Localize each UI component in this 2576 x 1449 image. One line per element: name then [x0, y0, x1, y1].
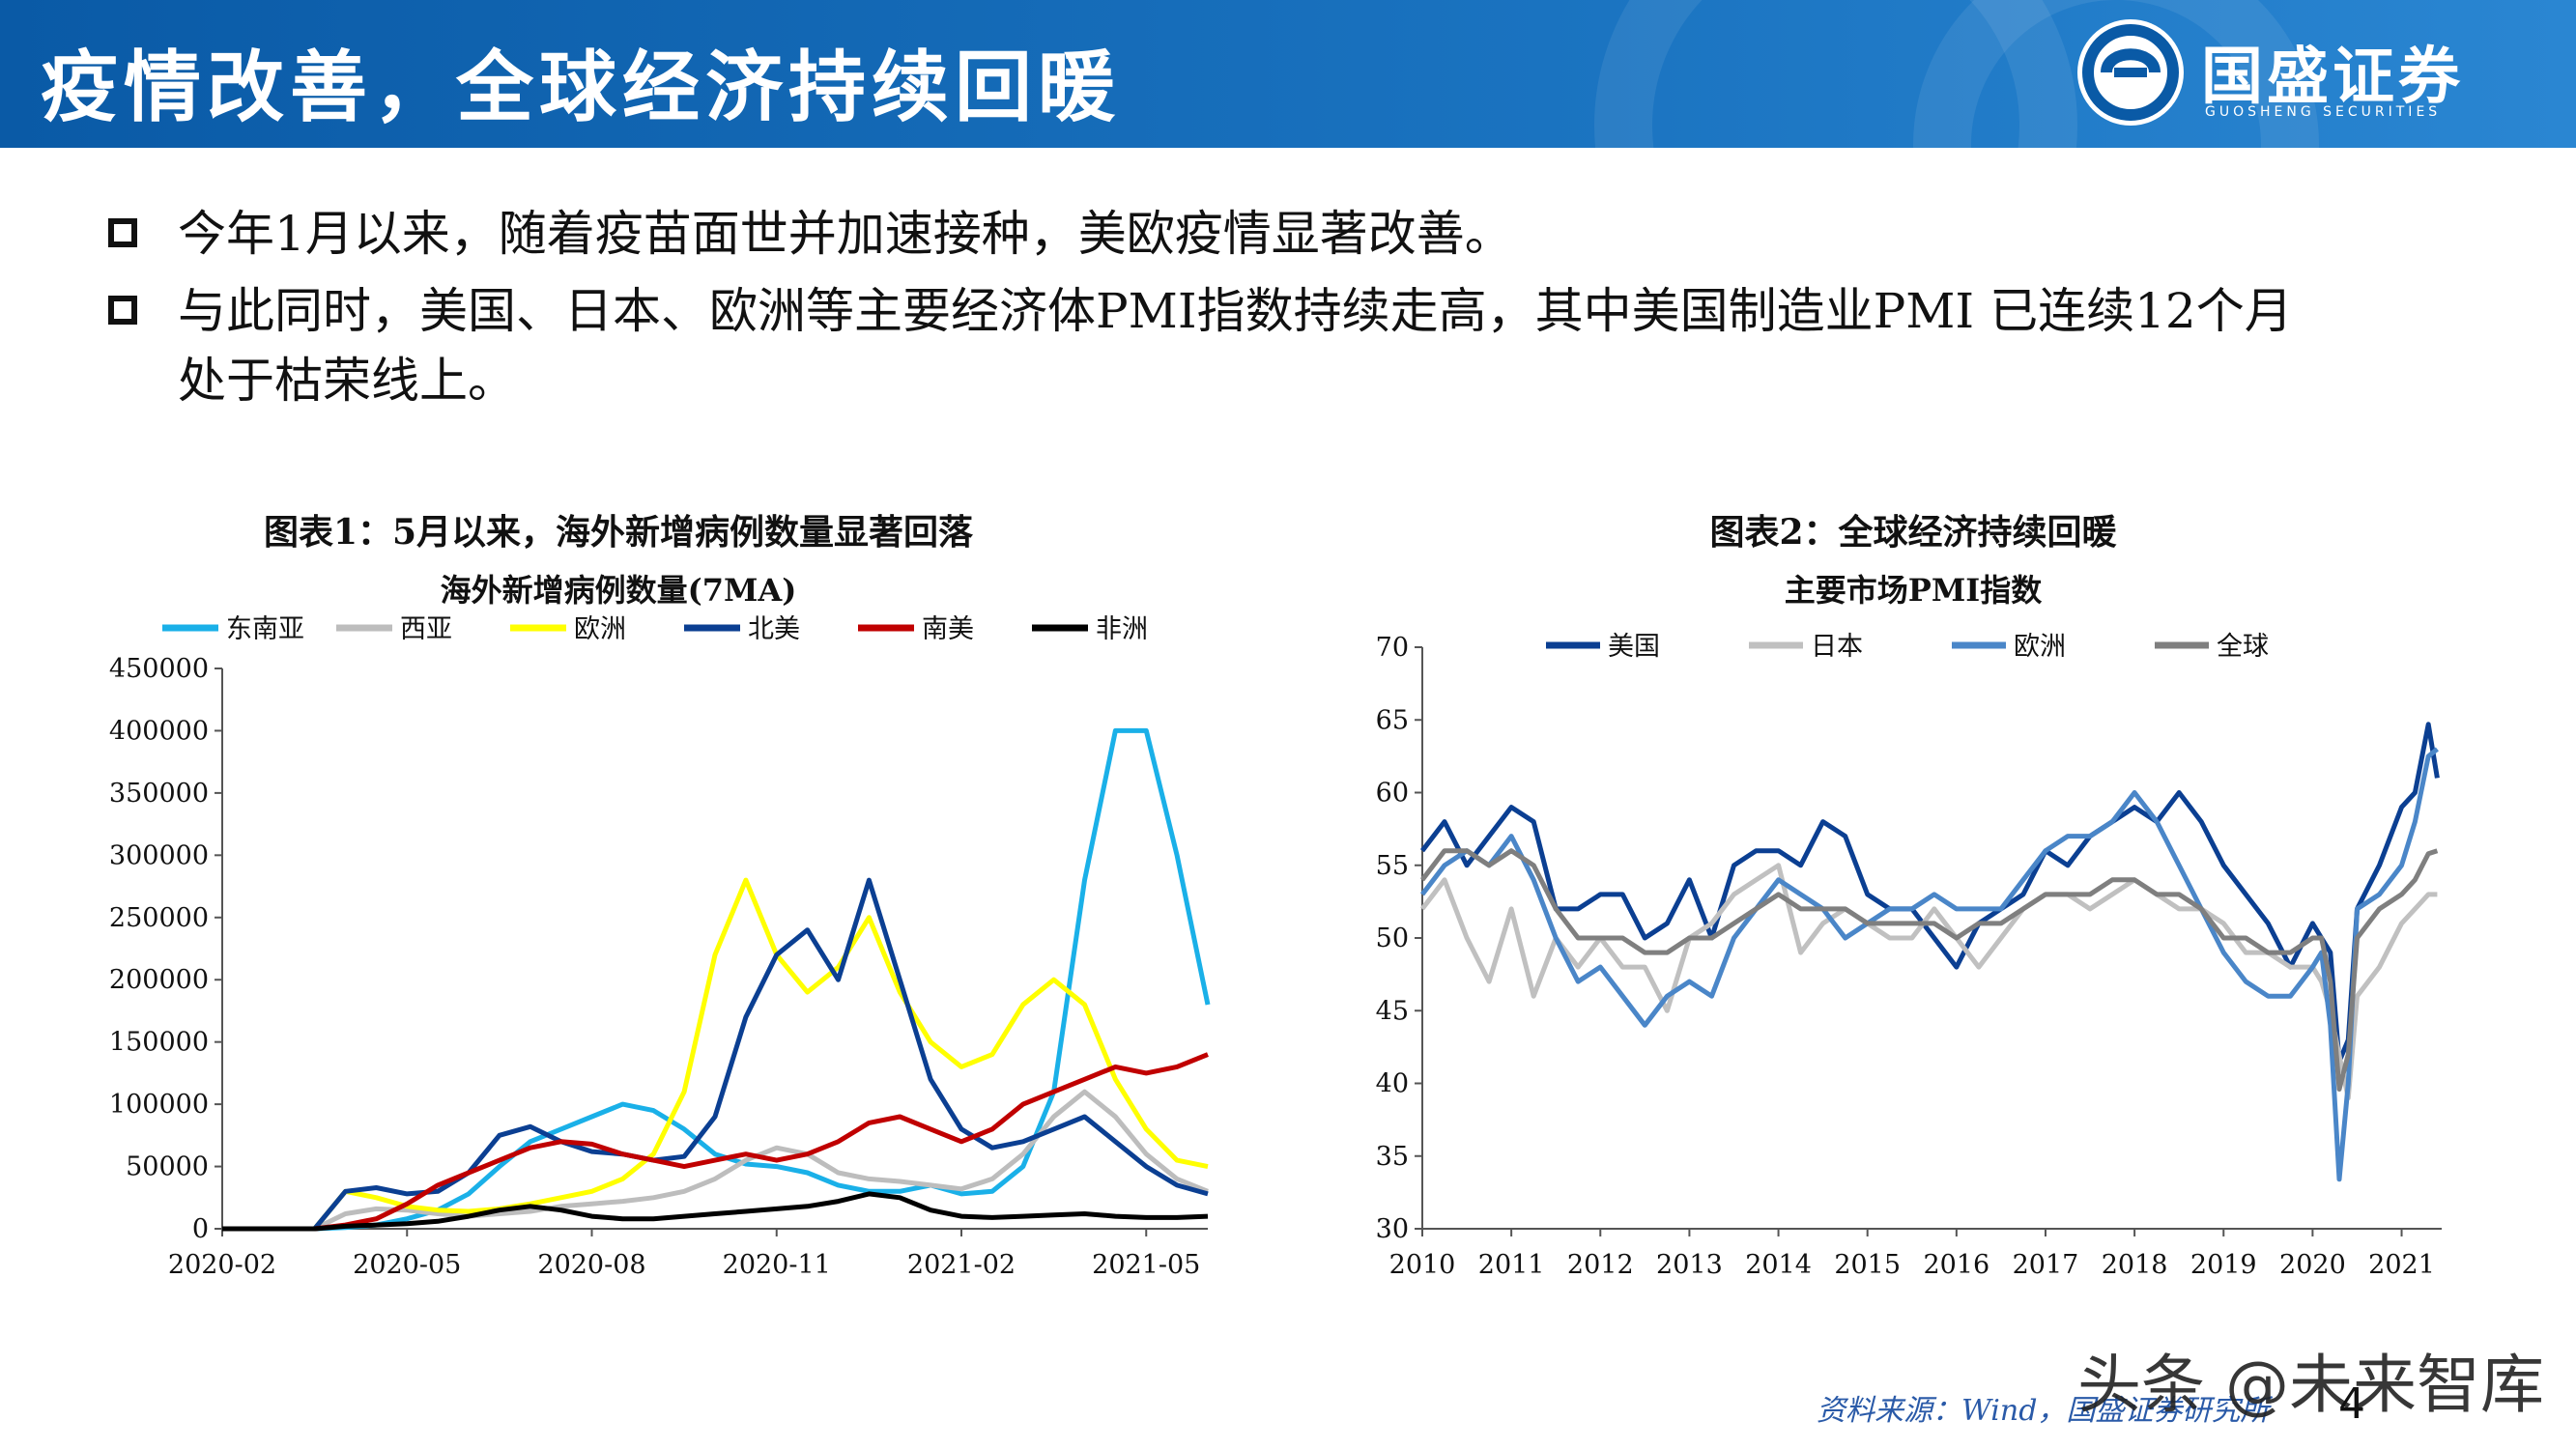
bullet-text: 今年1月以来，随着疫苗面世并加速接种，美欧疫情显著改善。	[178, 206, 1513, 262]
bullet-square-icon	[108, 218, 137, 247]
chart2-x-tick-label: 2014	[1745, 1250, 1812, 1280]
watermark: 头条 @未来智库	[2077, 1348, 2544, 1422]
chart2-legend-label: 全球	[2217, 632, 2269, 662]
chart2-subtitle: 主要市场PMI指数	[1784, 572, 2043, 609]
chart2-series-line	[1420, 863, 2438, 1100]
chart1-x-tick-label: 2020-08	[537, 1250, 645, 1280]
chart2-series-line	[1420, 722, 2440, 1065]
chart1-series-line	[222, 877, 1209, 1232]
chart2-y-tick-label: 55	[1376, 851, 1409, 881]
chart2-x-tick-label: 2010	[1389, 1250, 1456, 1280]
chart2-y-tick-label: 60	[1376, 779, 1409, 809]
page-title: 疫情改善，全球经济持续回暖	[41, 43, 1121, 132]
chart2-y-tick-label: 70	[1376, 633, 1409, 663]
chart1-subtitle: 海外新增病例数量(7MA)	[440, 572, 797, 609]
company-logo: 国盛证券 GUOSHENG SECURITIES	[2077, 19, 2541, 126]
chart2-y-tick-label: 50	[1376, 923, 1409, 953]
bullet-text: 与此同时，美国、日本、欧洲等主要经济体PMI指数持续走高，其中美国制造业PMI …	[178, 283, 2293, 339]
chart1-series-line	[222, 1191, 1209, 1232]
chart2-x-tick-label: 2013	[1656, 1250, 1723, 1280]
chart1-y-tick-label: 300000	[109, 840, 209, 870]
chart2-x-tick-label: 2019	[2190, 1250, 2257, 1280]
page-number: 4	[2338, 1379, 2365, 1429]
chart2-y-tick-label: 45	[1376, 996, 1409, 1026]
logo-english-name: GUOSHENG SECURITIES	[2205, 104, 2442, 120]
chart1-y-tick-label: 250000	[109, 903, 209, 933]
chart2-x-tick-label: 2021	[2368, 1250, 2435, 1280]
chart1-x-tick-label: 2021-02	[907, 1250, 1016, 1280]
chart1-series-line	[222, 727, 1211, 1232]
chart2-x-tick-label: 2016	[1923, 1250, 1989, 1280]
chart2-x-tick-label: 2012	[1567, 1250, 1634, 1280]
chart2-legend-label: 日本	[1811, 632, 1863, 662]
chart1-series-line	[222, 1089, 1209, 1232]
logo-mark-icon	[2077, 19, 2184, 126]
chart1-series-line	[222, 1052, 1209, 1232]
chart2-y-tick-label: 35	[1376, 1142, 1409, 1172]
chart1-x-tick-label: 2021-05	[1092, 1250, 1200, 1280]
source-note: 资料来源：Wind，国盛证券研究所	[1817, 1394, 2270, 1428]
chart1-legend-label: 东南亚	[226, 614, 304, 644]
chart1-title: 图表1：5月以来，海外新增病例数量显著回落	[263, 512, 974, 553]
chart1-y-tick-label: 0	[192, 1214, 209, 1244]
chart2-y-tick-label: 30	[1376, 1214, 1409, 1244]
chart2-x-tick-label: 2015	[1834, 1250, 1901, 1280]
chart1-legend-label: 非洲	[1096, 614, 1148, 644]
chart1-y-tick-label: 50000	[126, 1152, 209, 1182]
chart1-x-tick-label: 2020-05	[353, 1250, 461, 1280]
chart2-series-line	[1420, 848, 2439, 1092]
chart1-x-tick-label: 2020-11	[723, 1250, 831, 1280]
chart2-legend-label: 美国	[1608, 632, 1660, 662]
chart1-series-line	[222, 877, 1209, 1232]
bullet-text-continued: 处于枯荣线上。	[178, 353, 516, 409]
chart1-y-tick-label: 200000	[109, 965, 209, 995]
chart2-x-tick-label: 2017	[2013, 1250, 2079, 1280]
chart2-series-line	[1420, 747, 2439, 1182]
chart1-x-tick-label: 2020-02	[168, 1250, 276, 1280]
chart1-y-tick-label: 450000	[109, 654, 209, 684]
bullet-square-icon	[108, 296, 137, 325]
chart1-y-tick-label: 150000	[109, 1028, 209, 1058]
chart2-y-tick-label: 40	[1376, 1069, 1409, 1099]
chart2-x-tick-label: 2020	[2279, 1250, 2346, 1280]
chart2-y-tick-label: 65	[1376, 705, 1409, 735]
chart2-title: 图表2：全球经济持续回暖	[1709, 512, 2117, 553]
chart1-y-tick-label: 400000	[109, 716, 209, 746]
chart1-legend-label: 西亚	[400, 614, 452, 644]
logo-name: 国盛证券	[2201, 42, 2464, 113]
chart1-plot: 0 50000 100000 150000 200000 250000 300000 3500…	[109, 614, 1211, 1280]
chart2-plot: 30 35 40 45 50 55 60 65 70 2010 2011 2012 2013 2014 20…	[1376, 632, 2442, 1280]
chart2-x-tick-label: 2018	[2102, 1250, 2168, 1280]
chart1-legend-label: 欧洲	[574, 614, 626, 644]
chart1-legend-label: 南美	[922, 614, 974, 644]
chart1-legend-label: 北美	[748, 614, 800, 644]
chart1-y-tick-label: 100000	[109, 1090, 209, 1120]
chart2-legend-label: 欧洲	[2014, 632, 2066, 662]
chart2-x-tick-label: 2011	[1478, 1250, 1545, 1280]
chart1-y-tick-label: 350000	[109, 779, 209, 809]
header-banner: 疫情改善，全球经济持续回暖 国盛证券 GUOSHENG SECURITIES	[0, 0, 2576, 148]
